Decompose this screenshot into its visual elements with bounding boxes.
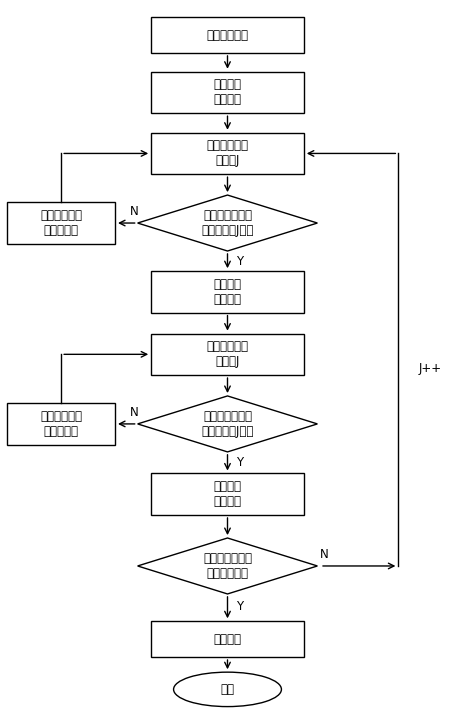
- Text: Y: Y: [237, 255, 243, 268]
- Text: 新后台遥控遥
控对象J: 新后台遥控遥 控对象J: [207, 341, 248, 368]
- Text: 恢复安措: 恢复安措: [213, 633, 242, 646]
- Bar: [151, 132, 304, 174]
- Ellipse shape: [173, 672, 282, 706]
- Text: N: N: [320, 548, 329, 561]
- Text: N: N: [130, 205, 138, 218]
- Polygon shape: [137, 396, 318, 452]
- Bar: [7, 202, 115, 244]
- Text: Y: Y: [237, 456, 243, 469]
- Bar: [7, 403, 115, 445]
- Bar: [151, 72, 304, 114]
- Text: 结束: 结束: [221, 683, 234, 696]
- Polygon shape: [137, 195, 318, 251]
- Bar: [151, 271, 304, 313]
- Text: 原后台遥控遥
控对象J: 原后台遥控遥 控对象J: [207, 140, 248, 168]
- Text: 遥控调试终端显
示遥控对象J正常: 遥控调试终端显 示遥控对象J正常: [201, 209, 254, 237]
- Text: 检查通讯和遥
控终端设置: 检查通讯和遥 控终端设置: [40, 209, 82, 237]
- Text: 本装置遥控对象
全部调试完毕: 本装置遥控对象 全部调试完毕: [203, 552, 252, 580]
- Text: 复归遥控
调试终端: 复归遥控 调试终端: [213, 480, 242, 508]
- Text: N: N: [130, 406, 138, 419]
- Text: J++: J++: [419, 362, 442, 375]
- Text: 复归遥控
调试终端: 复归遥控 调试终端: [213, 278, 242, 306]
- Text: 安措工作完成: 安措工作完成: [207, 29, 248, 41]
- Bar: [151, 17, 304, 53]
- Text: 检查新后台系
统遥控配置: 检查新后台系 统遥控配置: [40, 410, 82, 438]
- Text: Y: Y: [237, 599, 243, 612]
- Text: 遥控调试
终端就绪: 遥控调试 终端就绪: [213, 79, 242, 106]
- Bar: [151, 333, 304, 375]
- Bar: [151, 474, 304, 515]
- Polygon shape: [137, 538, 318, 594]
- Text: 遥控调试终端显
示遥控对象J正常: 遥控调试终端显 示遥控对象J正常: [201, 410, 254, 438]
- Bar: [151, 621, 304, 657]
